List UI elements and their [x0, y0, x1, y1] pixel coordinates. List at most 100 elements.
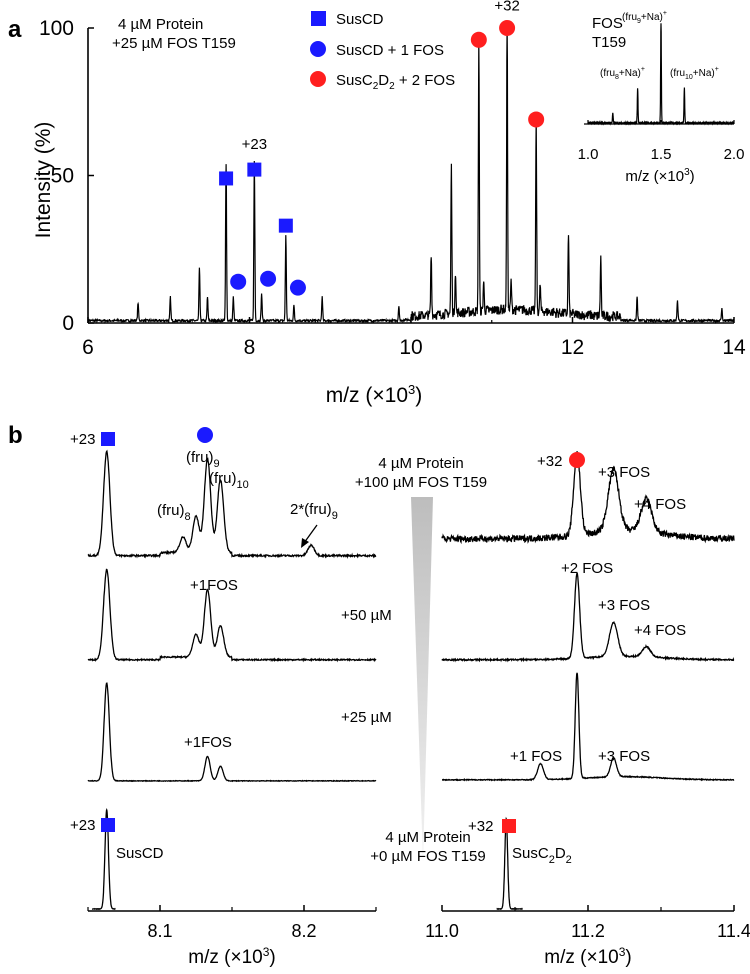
- panel-b-right-x-tick-label: 11.0: [425, 921, 459, 941]
- panel-a-y-tick-label: 100: [39, 17, 74, 40]
- inset-x-ticks: 1.0 1.5 2.0: [578, 120, 745, 163]
- inset-x-tick-label: 1.0: [578, 146, 599, 163]
- label-plus32-top: +32: [537, 453, 562, 470]
- panel-a-y-axis-label: Intensity (%): [32, 122, 55, 239]
- peak-marker-circle: [260, 270, 277, 287]
- panel-b-right-trace: [496, 816, 523, 911]
- peak-marker-circle: [289, 279, 306, 296]
- label-3fos-100: +3 FOS: [598, 464, 650, 481]
- inset-spectrum-line: [587, 23, 735, 126]
- panel-b-left-trace: [87, 449, 377, 559]
- panel-b-right-x-tick-label: 11.2: [571, 921, 605, 941]
- panel-label-a: a: [8, 16, 22, 43]
- label-plus23-bottom: +23: [70, 817, 95, 834]
- inset-x-axis-label: m/z (×103): [625, 167, 694, 185]
- inset-label-fru8: (fru8+Na)+: [600, 66, 645, 81]
- label-susccd: SusCD: [116, 845, 164, 862]
- inset-label-fru9: (fru9+Na)+: [622, 10, 667, 25]
- concentration-wedge: [411, 497, 433, 862]
- peak-marker-square: [278, 218, 293, 233]
- label-2fru9: 2*(fru)9: [290, 501, 338, 522]
- panel-b-left-x-ticks: 8.1 8.2: [87, 905, 377, 941]
- arrow-2fru9-head: [301, 538, 309, 548]
- label-1fos-25: +1 FOS: [510, 748, 562, 765]
- condition-0-protein: 4 µM Protein: [385, 829, 470, 846]
- label-plus1fos-25: +1FOS: [184, 734, 232, 751]
- inset-label-fru10: (fru10+Na)+: [670, 66, 719, 81]
- panel-a-x-tick-label: 14: [722, 336, 746, 359]
- panel-b-left-trace: [91, 808, 116, 911]
- panel-b-right-trace: [441, 451, 735, 545]
- legend-susc2d2-2fos-label: SusC2D2 + 2 FOS: [336, 72, 455, 92]
- panel-a-annotations: +23 +32: [242, 0, 520, 153]
- panel-b-left-x-tick-label: 8.2: [291, 921, 316, 941]
- label-4fos-100: +4 FOS: [634, 496, 686, 513]
- panel-b-left-x-tick-label: 8.1: [147, 921, 172, 941]
- panel-a-spectrum-line: [87, 24, 735, 325]
- panel-a-y-tick-label: 0: [62, 312, 74, 335]
- panel-b-right-labels: +32 +3 FOS +4 FOS +2 FOS +3 FOS +4 FOS +…: [468, 452, 686, 866]
- condition-100-protein: 4 µM Protein: [378, 455, 463, 472]
- panel-a-x-tick-label: 12: [561, 336, 584, 359]
- panel-b-right-x-axis-label: m/z (×103): [544, 945, 631, 968]
- panel-b-right-trace: [441, 672, 735, 782]
- label-plus32-bottom: +32: [468, 818, 493, 835]
- legend-susccd-label: SusCD: [336, 11, 384, 28]
- panel-b-left-x-axis-label: m/z (×103): [188, 945, 275, 968]
- panel-a-condition-fos: +25 µM FOS T159: [112, 35, 236, 52]
- panel-a-x-tick-label: 6: [82, 336, 94, 359]
- peak-marker-circle: [470, 31, 487, 48]
- peak-marker-square: [219, 171, 234, 186]
- panel-a-conditions: 4 µM Protein +25 µM FOS T159: [112, 16, 236, 52]
- label-3fos-25: +3 FOS: [598, 748, 650, 765]
- label-fru9: (fru)9: [186, 449, 220, 470]
- panel-a-condition-protein: 4 µM Protein: [118, 16, 203, 33]
- panel-a-y-tick-label: 50: [51, 165, 74, 188]
- marker-susc2d2-bottom: [502, 819, 516, 833]
- condition-100-fos: +100 µM FOS T159: [355, 474, 487, 491]
- label-3fos-50: +3 FOS: [598, 597, 650, 614]
- label-4fos-50: +4 FOS: [634, 622, 686, 639]
- panel-b-left-traces: [87, 449, 377, 911]
- panel-b-left-trace: [87, 568, 377, 663]
- panel-b-conditions: 4 µM Protein +100 µM FOS T159 +50 µM +25…: [341, 455, 487, 865]
- panel-label-b: b: [8, 422, 23, 449]
- peak-marker-square: [247, 162, 262, 177]
- inset-title-fos: FOS: [592, 15, 623, 32]
- panel-b-left-labels: +23 (fru)9 (fru)10 (fru)8 2*(fru)9 +1FOS…: [70, 427, 338, 862]
- panel-b-right-trace: [441, 572, 735, 663]
- legend-susccd-1fos-marker: [310, 41, 326, 57]
- label-fru8: (fru)8: [157, 502, 191, 523]
- peak-marker-circle: [528, 111, 545, 128]
- label-susc2d2: SusC2D2: [512, 845, 572, 866]
- label-fru10: (fru)10: [209, 470, 249, 491]
- condition-50: +50 µM: [341, 607, 392, 624]
- panel-a-y-ticks: 0 50 100: [39, 17, 94, 335]
- marker-susc2d2-top: [569, 452, 585, 468]
- inset-title-t159: T159: [592, 34, 626, 51]
- label-2fos-50: +2 FOS: [561, 560, 613, 577]
- label-plus23-top: +23: [70, 431, 95, 448]
- peak-marker-circle: [499, 20, 516, 36]
- legend-susccd-marker: [311, 11, 326, 26]
- panel-b-left-trace: [87, 682, 377, 783]
- panel-a-x-tick-label: 10: [399, 336, 422, 359]
- panel-a-legend: SusCD SusCD + 1 FOS SusC2D2 + 2 FOS: [310, 11, 455, 92]
- panel-b-right-x-ticks: 11.0 11.2 11.4: [425, 905, 750, 941]
- panel-a-inset: FOS T159 1.0 1.5 2.0 (fru9+Na)+ (fru8+Na)+…: [578, 10, 745, 185]
- label-plus1fos-50: +1FOS: [190, 577, 238, 594]
- panel-a-charge-annotation: +32: [494, 0, 519, 14]
- panel-a-x-axis-label: m/z (×103): [326, 382, 423, 407]
- condition-25: +25 µM: [341, 709, 392, 726]
- marker-susccd-bottom: [101, 818, 115, 832]
- inset-x-tick-label: 2.0: [724, 146, 745, 163]
- panel-b-right-traces: [441, 451, 735, 911]
- inset-x-tick-label: 1.5: [651, 146, 672, 163]
- panel-a-charge-annotation: +23: [242, 136, 267, 153]
- condition-0-fos: +0 µM FOS T159: [370, 848, 486, 865]
- panel-a-markers: [219, 20, 545, 296]
- panel-b-right-x-tick-label: 11.4: [717, 921, 750, 941]
- legend-susccd-1fos-label: SusCD + 1 FOS: [336, 42, 444, 59]
- marker-susccd-fos-top: [197, 427, 213, 443]
